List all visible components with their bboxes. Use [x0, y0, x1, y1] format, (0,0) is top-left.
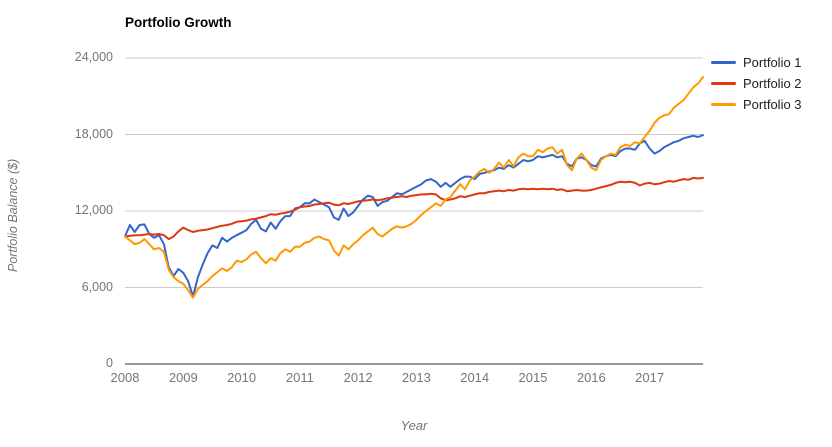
x-tick-label: 2012: [343, 370, 373, 385]
legend-label: Portfolio 1: [743, 55, 802, 70]
series-line-1: [124, 134, 704, 298]
x-tick-label: 2009: [168, 370, 198, 385]
x-axis-title: Year: [400, 418, 428, 433]
legend-item-portfolio-3: Portfolio 3: [711, 97, 802, 112]
x-tick-label: 2010: [227, 370, 257, 385]
legend-label: Portfolio 3: [743, 97, 802, 112]
x-tick-label: 2017: [635, 370, 665, 385]
series-line-2: [124, 176, 704, 241]
legend-item-portfolio-2: Portfolio 2: [711, 76, 802, 91]
x-tick-label: 2008: [110, 370, 140, 385]
x-tick-label: 2016: [576, 370, 606, 385]
portfolio-2-line-swatch-icon: [711, 82, 736, 85]
y-tick-label: 12,000: [74, 203, 113, 217]
legend: Portfolio 1 Portfolio 2 Portfolio 3: [711, 55, 802, 118]
x-tick-label: 2014: [460, 370, 490, 385]
x-axis-tick-labels: 2008 2009 2010 2011 2012 2013 2014 2015 2016 2017: [0, 370, 832, 386]
legend-label: Portfolio 2: [743, 76, 802, 91]
x-tick-label: 2015: [518, 370, 548, 385]
y-tick-label: 6,000: [81, 279, 113, 294]
x-tick-label: 2013: [401, 370, 431, 385]
chart-title: Portfolio Growth: [125, 15, 232, 30]
x-tick-label: 2011: [285, 370, 314, 385]
y-tick-label: 18,000: [74, 126, 113, 141]
y-tick-label: 24,000: [74, 50, 113, 64]
portfolio-3-line-swatch-icon: [711, 103, 736, 106]
series-line-3: [124, 76, 704, 299]
portfolio-1-line-swatch-icon: [711, 61, 736, 64]
y-tick-label: 0: [106, 356, 113, 370]
y-axis-tick-labels: 0 6,000 12,000 18,000 24,000: [0, 0, 113, 447]
legend-item-portfolio-1: Portfolio 1: [711, 55, 802, 70]
